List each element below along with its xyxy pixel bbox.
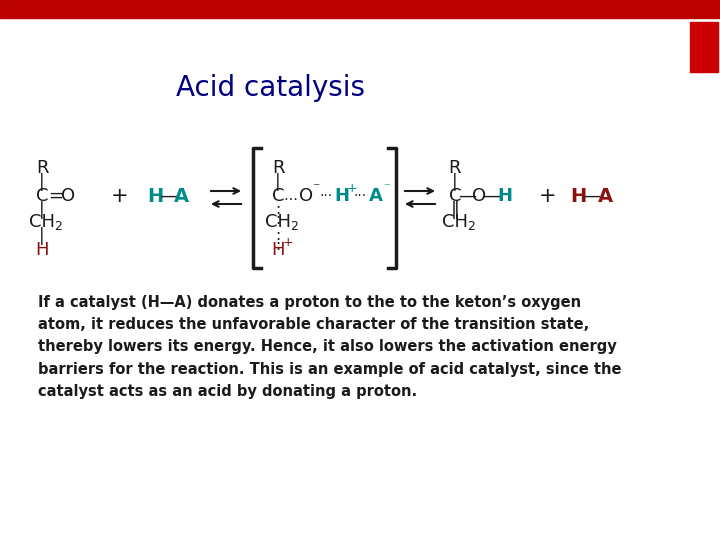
- Text: :: :: [276, 239, 281, 253]
- Text: WINNIPEG: WINNIPEG: [576, 36, 680, 52]
- Text: |: |: [39, 201, 45, 219]
- Text: H: H: [570, 186, 586, 206]
- Text: —: —: [582, 187, 600, 205]
- Text: ‖: ‖: [451, 201, 459, 219]
- Text: :: :: [276, 227, 281, 242]
- Text: +: +: [111, 186, 129, 206]
- Text: A: A: [369, 187, 383, 205]
- Text: 2: 2: [54, 220, 62, 233]
- Text: :: :: [276, 213, 281, 227]
- Text: 2: 2: [290, 220, 298, 233]
- Text: +: +: [539, 186, 557, 206]
- Text: |: |: [452, 173, 458, 191]
- Text: R: R: [449, 159, 462, 177]
- Text: CH: CH: [265, 213, 291, 231]
- Text: —: —: [482, 187, 500, 205]
- Text: If a catalyst (H—A) donates a proton to the to the keton’s oxygen
atom, it reduc: If a catalyst (H—A) donates a proton to …: [38, 295, 621, 399]
- Bar: [690, 22, 718, 72]
- Text: ···: ···: [320, 189, 333, 203]
- Text: =: =: [48, 187, 63, 205]
- Text: C: C: [449, 187, 462, 205]
- Text: |: |: [39, 173, 45, 191]
- Text: +: +: [283, 235, 293, 248]
- Text: H: H: [498, 187, 513, 205]
- Text: :: :: [276, 201, 281, 217]
- Text: |: |: [275, 173, 281, 191]
- Text: C: C: [36, 187, 48, 205]
- Text: 2: 2: [467, 220, 475, 233]
- Text: A: A: [174, 186, 189, 206]
- Text: ⁻: ⁻: [383, 181, 390, 194]
- Text: —: —: [159, 187, 177, 205]
- Text: Acid catalysis: Acid catalysis: [176, 74, 364, 102]
- Text: ···: ···: [354, 189, 366, 203]
- Text: O: O: [472, 187, 486, 205]
- Text: H: H: [35, 241, 49, 259]
- Text: CH: CH: [29, 213, 55, 231]
- Text: O: O: [61, 187, 75, 205]
- Text: —: —: [458, 187, 476, 205]
- Text: H: H: [147, 186, 163, 206]
- Text: +: +: [347, 181, 357, 194]
- Text: …: …: [283, 189, 297, 203]
- Text: H: H: [271, 241, 284, 259]
- Text: H: H: [335, 187, 349, 205]
- Text: O: O: [299, 187, 313, 205]
- Text: C: C: [271, 187, 284, 205]
- Bar: [530, 18, 720, 78]
- Text: THE UNIVERSITY OF: THE UNIVERSITY OF: [583, 28, 677, 36]
- Text: CH: CH: [442, 213, 468, 231]
- Text: A: A: [598, 186, 613, 206]
- Text: R: R: [36, 159, 48, 177]
- Text: ⁻: ⁻: [312, 181, 320, 195]
- Text: |: |: [39, 227, 45, 245]
- Bar: [0, 0, 720, 18]
- Text: R: R: [271, 159, 284, 177]
